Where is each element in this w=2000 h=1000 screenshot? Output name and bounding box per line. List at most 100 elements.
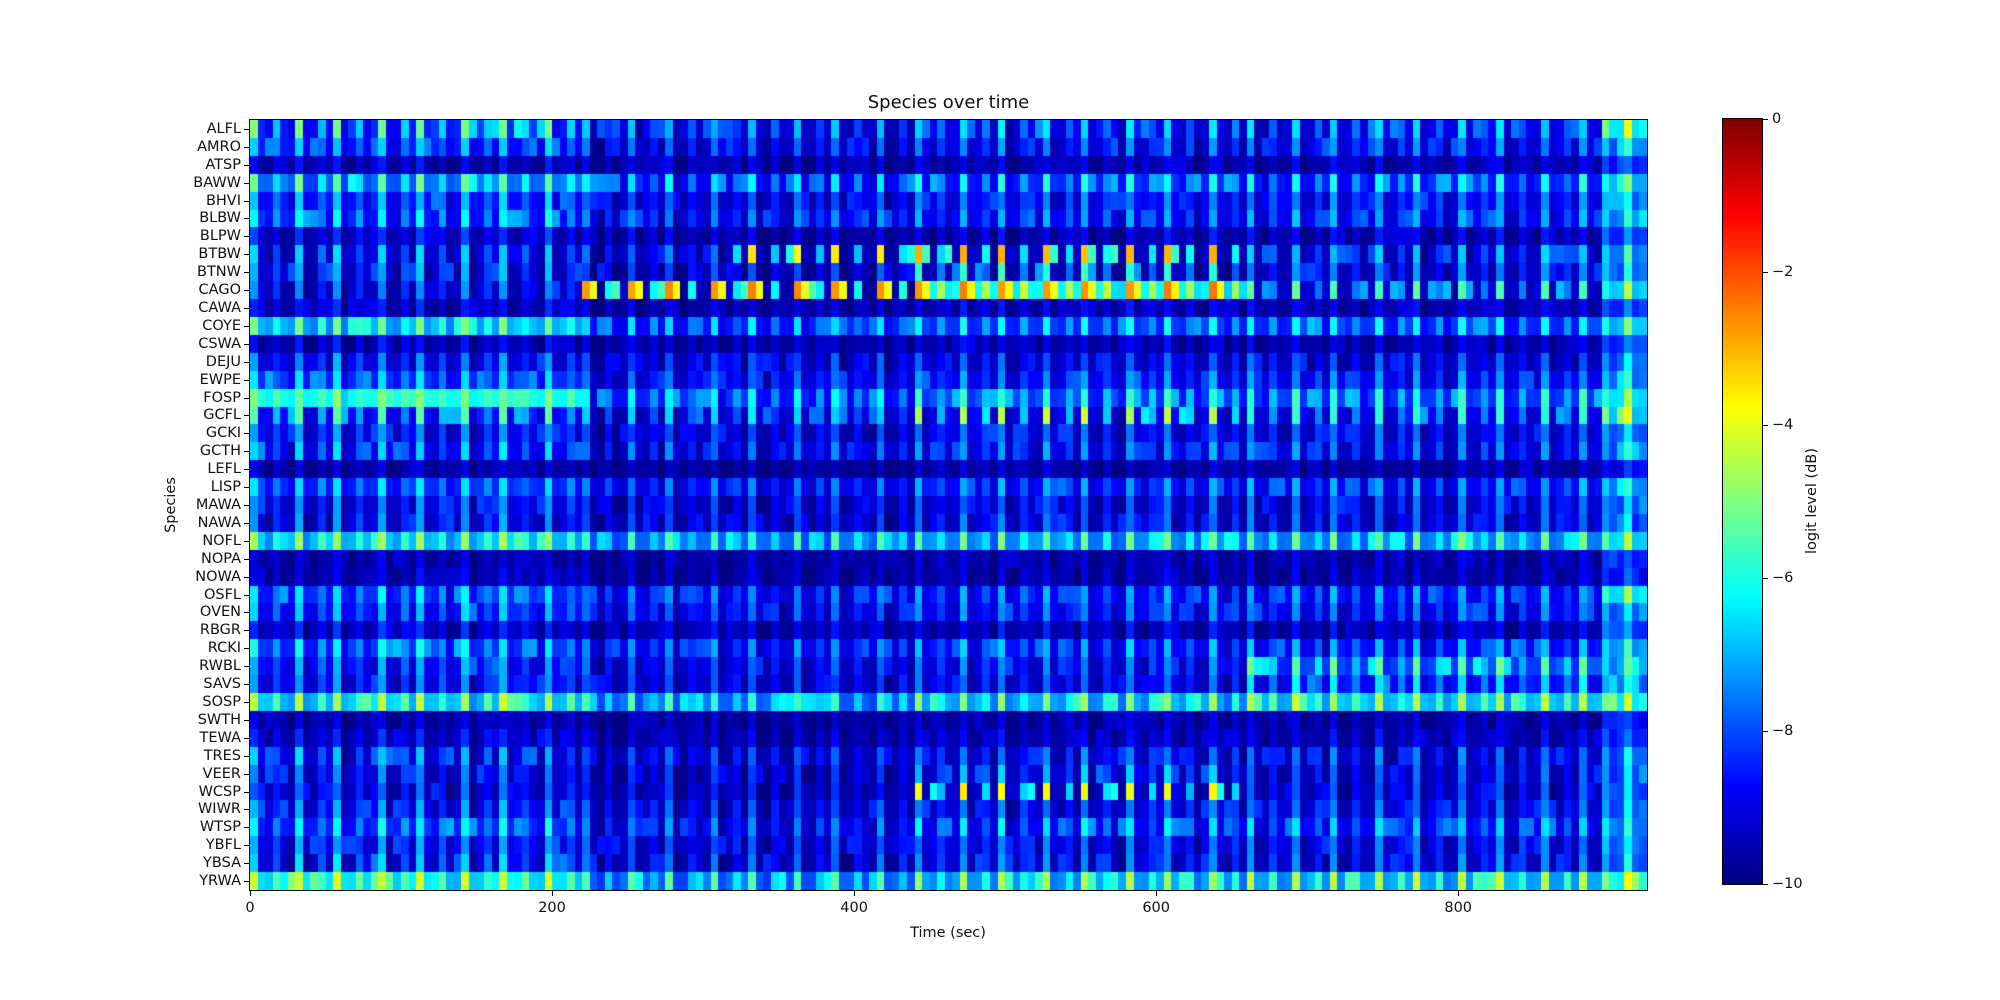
y-tick-mark [244, 398, 249, 399]
y-tick-mark [244, 272, 249, 273]
y-tick-mark [244, 648, 249, 649]
x-tick-label: 800 [1444, 900, 1473, 916]
heatmap-canvas [250, 120, 1647, 890]
y-axis-label: Species [163, 477, 179, 533]
x-tick-label: 600 [1142, 900, 1170, 916]
colorbar-tick-label: −10 [1772, 876, 1803, 892]
chart-title: Species over time [867, 92, 1030, 113]
y-tick-label: CSWA [198, 335, 241, 352]
colorbar-tick-mark [1763, 884, 1768, 885]
y-tick-mark [244, 165, 249, 166]
y-tick-mark [244, 541, 249, 542]
y-tick-mark [244, 666, 249, 667]
y-tick-label: MAWA [195, 497, 241, 513]
colorbar-tick-label: −2 [1772, 264, 1794, 280]
y-tick-mark [244, 308, 249, 309]
colorbar-tick-label: 0 [1772, 111, 1782, 127]
y-tick-mark [244, 326, 249, 327]
y-tick-label: NOPA [201, 550, 241, 567]
y-tick-mark [244, 344, 249, 345]
y-tick-mark [244, 362, 249, 363]
y-tick-mark [244, 254, 249, 255]
y-tick-mark [244, 612, 249, 613]
y-tick-mark [244, 792, 249, 793]
y-tick-label: ATSP [205, 156, 241, 173]
y-tick-mark [244, 738, 249, 739]
y-tick-label: ALFL [206, 120, 241, 137]
y-tick-label: TRES [203, 747, 241, 764]
y-tick-mark [244, 720, 249, 721]
y-tick-label: FOSP [203, 389, 241, 406]
y-tick-label: CAWA [198, 300, 241, 317]
x-tick-mark [854, 891, 855, 896]
colorbar-tick-label: −4 [1772, 417, 1794, 433]
y-tick-mark [244, 559, 249, 560]
y-tick-mark [244, 183, 249, 184]
y-tick-label: OSFL [203, 586, 241, 603]
colorbar-tick-mark [1763, 731, 1768, 732]
y-tick-mark [244, 415, 249, 416]
x-tick-label: 0 [245, 900, 255, 916]
y-tick-mark [244, 469, 249, 470]
colorbar-tick-mark [1763, 425, 1768, 426]
y-tick-label: YRWA [199, 873, 241, 890]
y-tick-label: RBGR [199, 622, 241, 639]
y-tick-label: SOSP [202, 693, 241, 710]
x-tick-mark [250, 891, 251, 896]
y-tick-mark [244, 487, 249, 488]
y-tick-mark [244, 451, 249, 452]
y-tick-mark [244, 577, 249, 578]
colorbar-tick-label: −6 [1772, 570, 1794, 586]
y-tick-label: CAGO [198, 282, 241, 299]
y-tick-label: SWTH [197, 711, 241, 728]
y-tick-mark [244, 863, 249, 864]
y-tick-label: BHVI [205, 192, 241, 209]
y-tick-label: DEJU [205, 353, 241, 370]
colorbar-tick-label: −8 [1772, 723, 1794, 739]
y-tick-label: YBSA [203, 855, 241, 872]
x-tick-mark [552, 891, 553, 896]
colorbar-label: logit level (dB) [1804, 448, 1820, 554]
y-tick-label: GCFL [203, 407, 241, 424]
heatmap-plot-area [249, 119, 1648, 891]
x-tick-mark [1458, 891, 1459, 896]
y-tick-label: BTNW [197, 264, 241, 281]
y-tick-mark [244, 505, 249, 506]
y-tick-mark [244, 218, 249, 219]
y-tick-mark [244, 236, 249, 237]
y-tick-label: VEER [202, 765, 241, 782]
y-tick-mark [244, 809, 249, 810]
y-tick-label: GCTH [199, 443, 241, 460]
colorbar-tick-mark [1763, 119, 1768, 120]
y-tick-mark [244, 774, 249, 775]
y-tick-label: WTSP [199, 819, 241, 836]
y-tick-mark [244, 433, 249, 434]
y-tick-label: AMRO [197, 138, 241, 155]
y-tick-mark [244, 290, 249, 291]
y-tick-label: WIWR [197, 801, 241, 818]
y-tick-label: COYE [202, 317, 241, 334]
y-tick-label: BLBW [199, 210, 241, 227]
y-tick-label: TEWA [199, 729, 241, 746]
y-tick-mark [244, 523, 249, 524]
colorbar-tick-mark [1763, 272, 1768, 273]
y-tick-mark [244, 129, 249, 130]
y-tick-label: BAWW [193, 174, 241, 191]
y-tick-label: EWPE [199, 371, 241, 388]
y-tick-label: BLPW [199, 228, 241, 245]
colorbar-canvas [1723, 119, 1762, 884]
x-tick-label: 400 [840, 900, 868, 916]
y-tick-label: LISP [210, 479, 241, 496]
y-tick-label: LEFL [207, 461, 241, 478]
y-tick-label: SAVS [203, 676, 241, 693]
y-tick-label: RCKI [207, 640, 241, 657]
y-tick-mark [244, 845, 249, 846]
y-tick-mark [244, 702, 249, 703]
y-tick-mark [244, 380, 249, 381]
y-tick-mark [244, 201, 249, 202]
y-tick-label: YBFL [205, 837, 241, 854]
colorbar [1722, 118, 1763, 885]
y-tick-mark [244, 630, 249, 631]
y-tick-mark [244, 756, 249, 757]
